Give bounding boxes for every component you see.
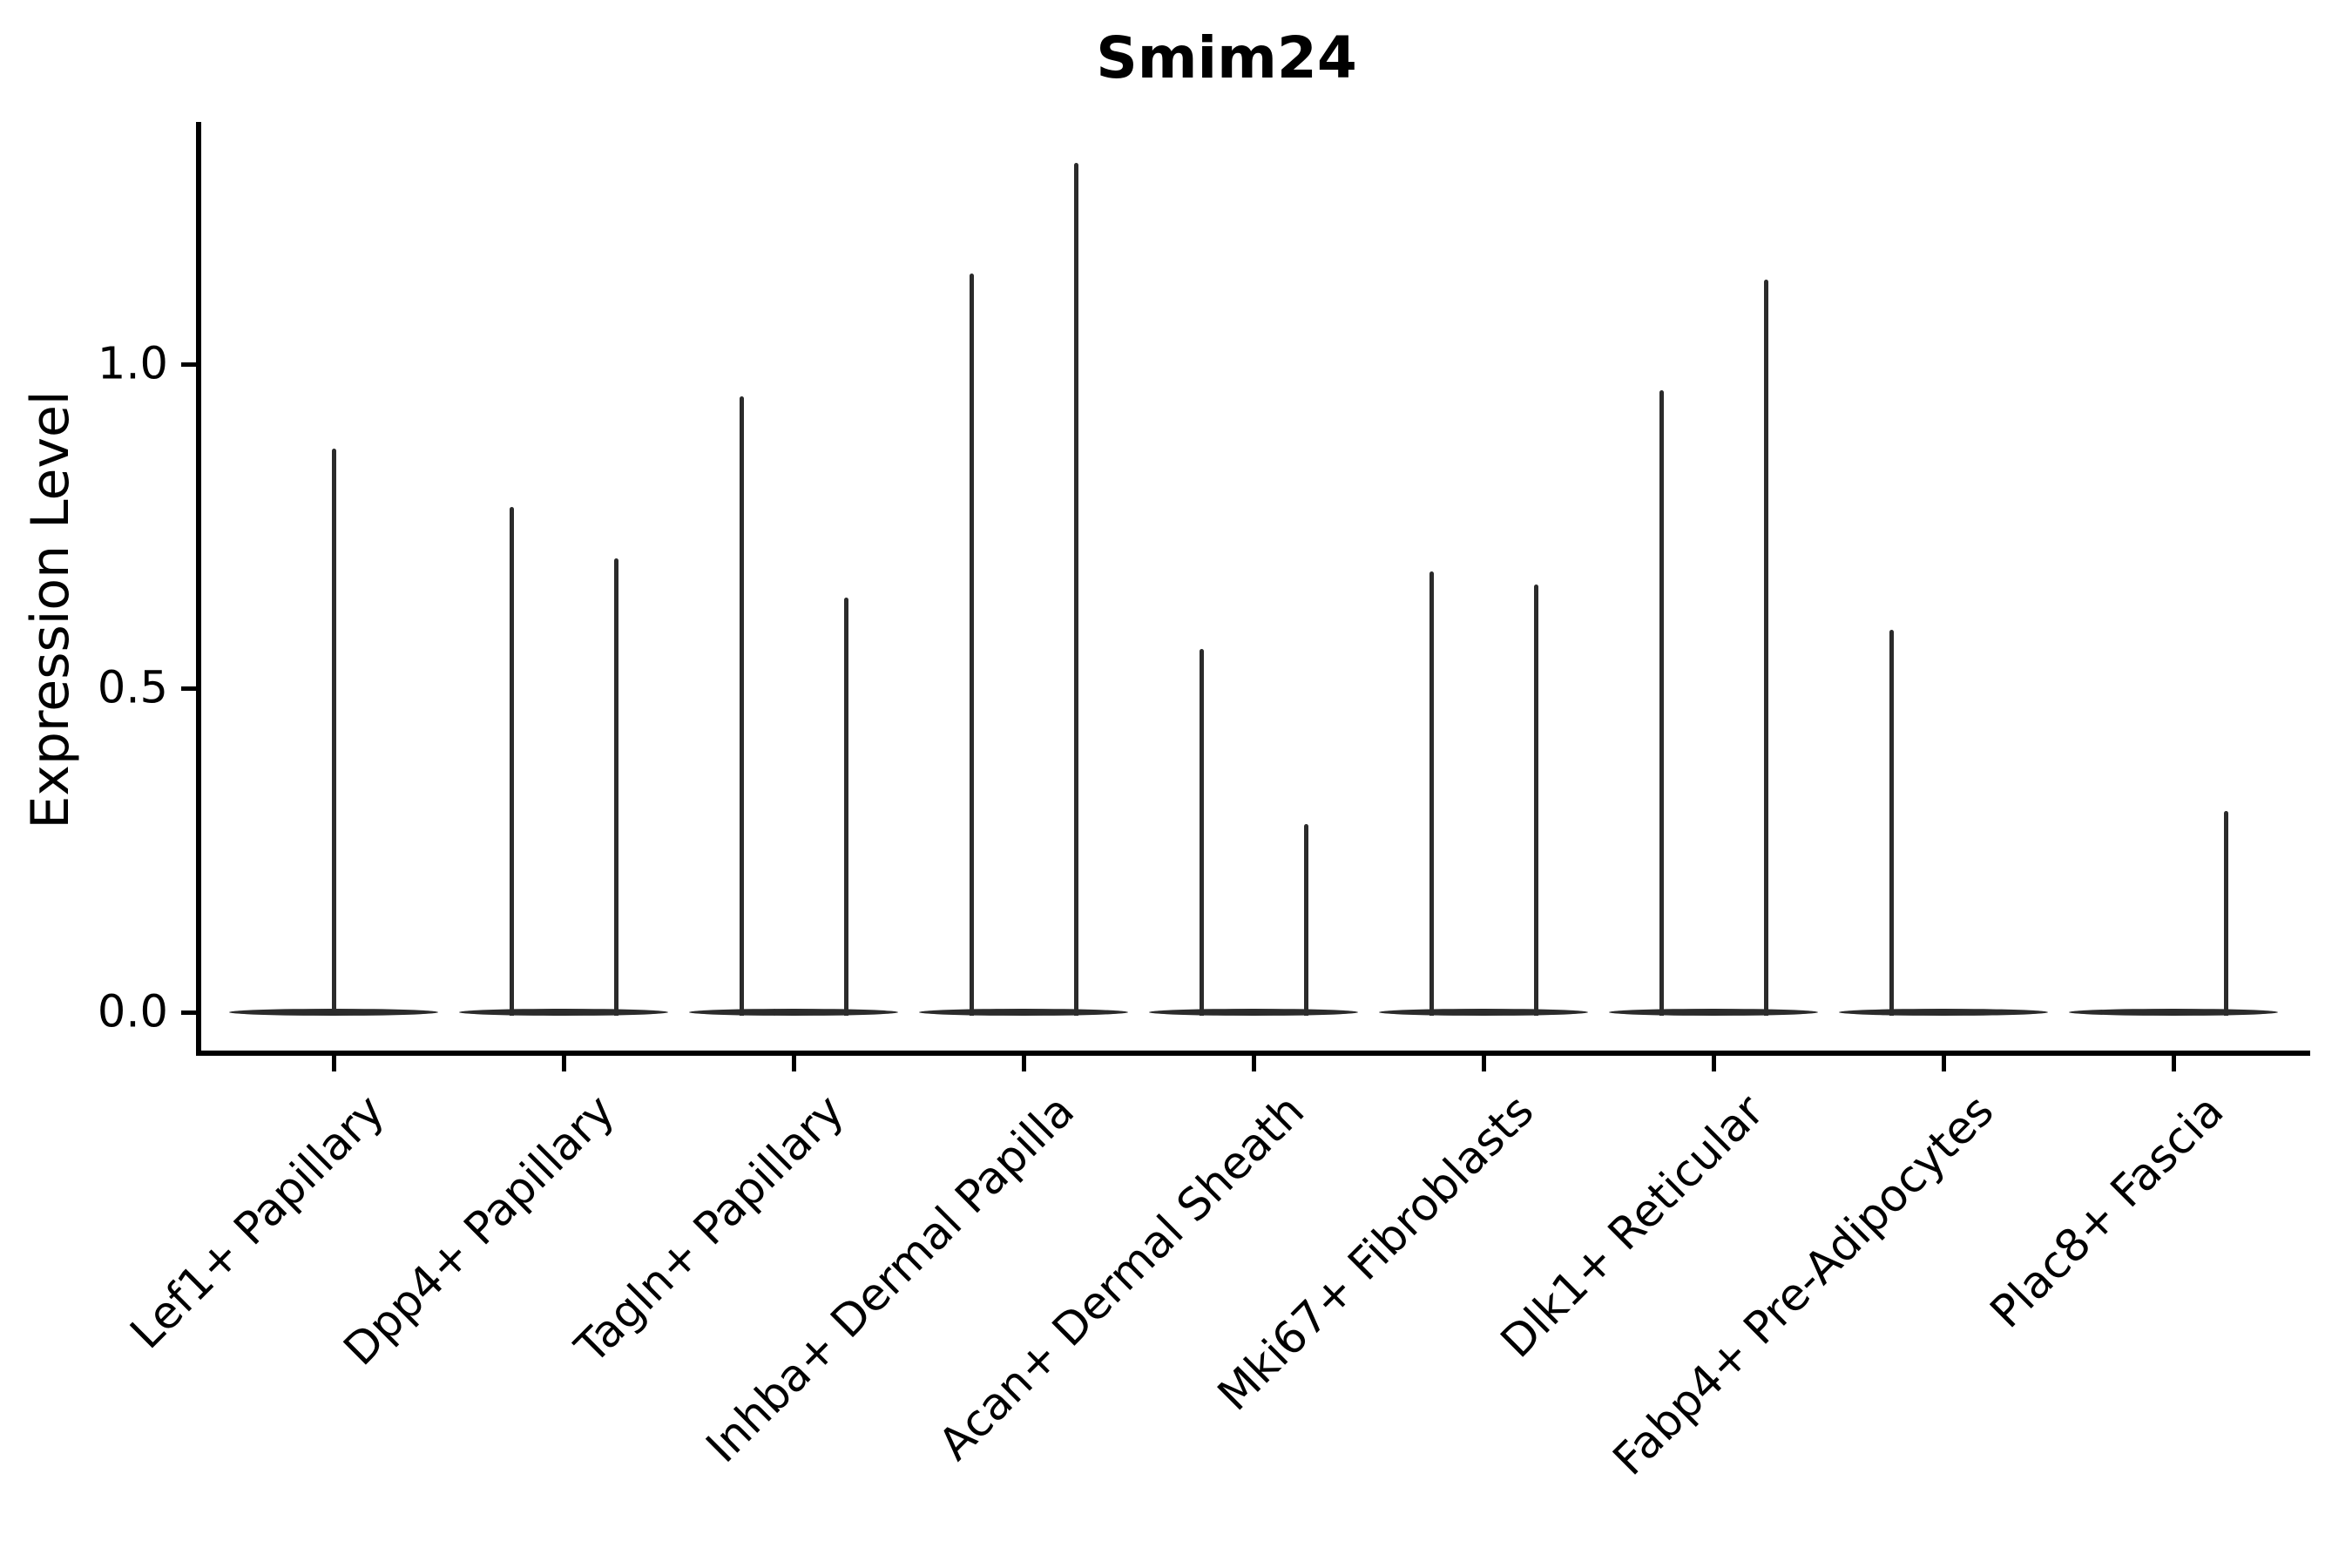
x-tick-mark	[1021, 1056, 1026, 1071]
violin-spike	[331, 448, 336, 1016]
violin-spike	[613, 558, 618, 1016]
x-tick-mark	[791, 1056, 796, 1071]
violin-baseline	[1379, 1009, 1588, 1016]
x-tick-mark	[1481, 1056, 1486, 1071]
violin-baseline	[1149, 1009, 1358, 1016]
x-tick-label: Fabp4+ Pre-Adipocytes	[1604, 1085, 2004, 1486]
y-tick-mark	[181, 1010, 199, 1015]
y-tick-mark	[181, 686, 199, 691]
violin-baseline	[1839, 1009, 2048, 1016]
x-axis-spine	[196, 1051, 2310, 1056]
violin-baseline	[919, 1009, 1128, 1016]
x-tick-mark	[1711, 1056, 1716, 1071]
x-tick-mark	[331, 1056, 336, 1071]
violin-spike	[2223, 811, 2228, 1016]
violin-baseline	[2069, 1009, 2278, 1016]
chart-title: Smim24	[1096, 24, 1357, 91]
x-tick-mark	[1941, 1056, 1946, 1071]
y-axis-spine	[196, 122, 201, 1056]
x-tick-label: Acan+ Dermal Sheath	[929, 1085, 1315, 1471]
violin-spike	[843, 597, 848, 1016]
y-tick-label: 1.0	[97, 338, 168, 390]
x-tick-mark	[561, 1056, 566, 1071]
violin-spike	[1429, 571, 1434, 1016]
violin-spike	[1889, 630, 1894, 1016]
violin-baseline	[689, 1009, 898, 1016]
violin-baseline	[459, 1009, 668, 1016]
violin-spike	[1763, 280, 1768, 1016]
x-tick-mark	[1251, 1056, 1256, 1071]
violin-spike	[1073, 163, 1078, 1016]
violin-spike	[1199, 649, 1204, 1016]
violin-spike	[509, 506, 514, 1016]
violin-spike	[1533, 584, 1538, 1016]
violin-spike	[1303, 824, 1308, 1016]
x-tick-label: Lef1+ Papillary	[120, 1085, 395, 1360]
y-tick-mark	[181, 362, 199, 367]
x-tick-label: Inhba+ Dermal Papilla	[696, 1085, 1085, 1473]
y-axis-label: Expression Level	[20, 390, 81, 829]
x-tick-mark	[2171, 1056, 2176, 1071]
violin-spike	[969, 273, 974, 1016]
violin-spike	[1659, 389, 1664, 1016]
y-tick-label: 0.5	[97, 662, 168, 714]
violin-spike	[739, 396, 744, 1016]
violin-baseline	[1609, 1009, 1818, 1016]
x-tick-label: Plac8+ Fascia	[1981, 1085, 2234, 1339]
y-tick-label: 0.0	[97, 986, 168, 1038]
